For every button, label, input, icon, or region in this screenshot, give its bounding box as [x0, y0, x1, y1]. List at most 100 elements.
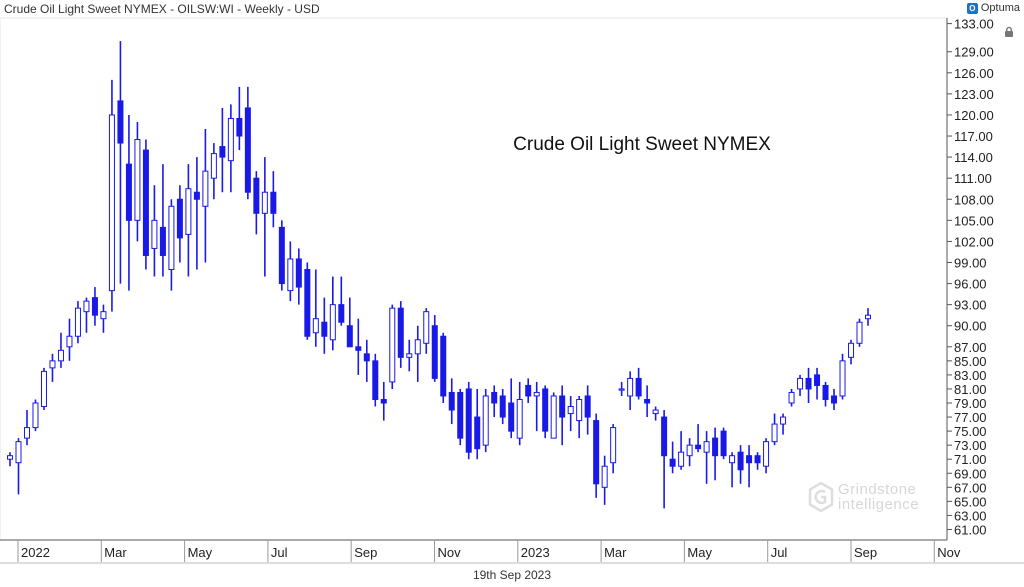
candle-down	[159, 226, 166, 256]
candle-up	[788, 391, 795, 404]
chart-title: Crude Oil Light Sweet NYMEX	[513, 134, 771, 155]
y-tick-label: 75.00	[954, 424, 987, 439]
y-tick-label: 129.00	[954, 45, 994, 60]
candles-group	[7, 41, 871, 509]
candle-up	[856, 321, 863, 344]
y-tick-label: 105.00	[954, 213, 994, 228]
watermark-line2: intelligence	[838, 496, 920, 513]
candle-up	[780, 416, 787, 425]
y-tick-label: 81.00	[954, 382, 987, 397]
y-tick-label: 90.00	[954, 319, 987, 334]
candle-down	[142, 149, 149, 256]
y-tick-label: 133.00	[954, 17, 994, 32]
candle-down	[720, 430, 727, 457]
y-tick-label: 85.00	[954, 354, 987, 369]
y-tick-label: 102.00	[954, 234, 994, 249]
candle-down	[457, 391, 464, 439]
brand-logo: O Optuma	[966, 2, 1020, 14]
candle-up	[100, 311, 107, 320]
candle-down	[363, 353, 370, 362]
y-tick-label: 69.00	[954, 466, 987, 481]
candle-up	[202, 170, 209, 207]
candle-up	[329, 304, 336, 341]
candle-down	[440, 335, 447, 397]
y-tick-label: 99.00	[954, 255, 987, 270]
candle-down	[661, 416, 668, 457]
y-tick-label: 93.00	[954, 298, 987, 313]
brand-name: Optuma	[980, 2, 1020, 14]
watermark-logo: Grindstone intelligence	[808, 482, 919, 512]
candle-up	[576, 398, 583, 422]
current-date-label: 19th Sep 2023	[472, 568, 552, 582]
x-tick-label: Nov	[937, 545, 961, 560]
candle-up	[482, 395, 489, 446]
candle-down	[125, 163, 132, 221]
candle-down	[295, 258, 302, 288]
candle-up	[839, 360, 846, 397]
candle-up	[15, 441, 22, 464]
x-tick-label: Sep	[854, 545, 877, 560]
x-tick-label: 2022	[21, 545, 50, 560]
candle-down	[559, 395, 566, 418]
plot-border	[0, 17, 948, 541]
candle-down	[278, 226, 285, 285]
candle-up	[227, 117, 234, 162]
candle-up	[74, 307, 81, 337]
y-tick-label: 126.00	[954, 66, 994, 81]
y-tick-label: 71.00	[954, 452, 987, 467]
candle-down	[644, 398, 651, 404]
candle-down	[737, 451, 744, 471]
y-tick-label: 83.00	[954, 368, 987, 383]
y-tick-label: 79.00	[954, 396, 987, 411]
candle-up	[287, 258, 294, 292]
candle-up	[763, 441, 770, 467]
candle-up	[848, 342, 855, 358]
candle-down	[219, 146, 226, 158]
y-tick-label: 123.00	[954, 87, 994, 102]
candle-up	[533, 391, 540, 397]
y-tick-label: 120.00	[954, 108, 994, 123]
candle-down	[695, 444, 702, 450]
candle-down	[474, 416, 481, 450]
candle-up	[40, 370, 47, 408]
candle-down	[397, 307, 404, 358]
candle-up	[601, 465, 608, 488]
candle-down	[746, 455, 753, 464]
candle-down	[712, 437, 719, 457]
candle-up	[406, 353, 413, 358]
candle-up	[567, 406, 574, 415]
candle-up	[865, 314, 871, 320]
candle-up	[23, 427, 30, 439]
candle-up	[797, 377, 804, 390]
candle-down	[525, 384, 532, 397]
y-tick-label: 114.00	[954, 150, 993, 165]
candle-down	[822, 384, 829, 400]
candle-down	[669, 458, 676, 467]
candle-down	[635, 377, 642, 397]
candle-down	[542, 388, 549, 432]
y-tick-label: 96.00	[954, 277, 987, 292]
candle-up	[108, 114, 115, 292]
candle-down	[380, 398, 387, 404]
candle-up	[261, 191, 268, 214]
candle-up	[423, 311, 430, 344]
candle-up	[83, 300, 90, 313]
x-tick-label: Mar	[104, 545, 127, 560]
lock-icon[interactable]	[1003, 26, 1015, 38]
candle-down	[244, 107, 251, 193]
candle-up	[7, 455, 13, 460]
x-tick-label: Nov	[438, 545, 462, 560]
candle-up	[414, 339, 421, 355]
y-axis-ticks: 133.00 129.00 126.00 123.00 120.00 117.00 114.…	[947, 17, 994, 537]
candle-up	[729, 455, 736, 464]
candle-down	[321, 321, 328, 337]
x-tick-label: Jul	[771, 545, 788, 560]
candle-down	[338, 304, 345, 323]
x-tick-label: Mar	[604, 545, 627, 560]
candle-down	[448, 391, 455, 411]
y-tick-label: 65.00	[954, 494, 987, 509]
candle-up	[312, 318, 319, 334]
candle-down	[253, 177, 260, 214]
candle-up	[185, 188, 192, 235]
